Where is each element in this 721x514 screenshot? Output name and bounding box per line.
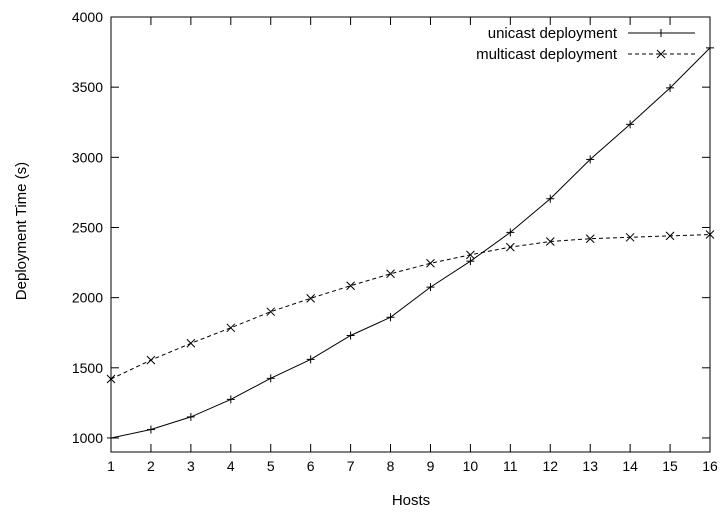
x-tick-label-9: 10 <box>463 458 479 474</box>
series-1-point-5-d2 <box>306 293 316 303</box>
legend-label-1: multicast deployment <box>476 46 618 63</box>
y-tick-label-0: 1000 <box>72 430 103 446</box>
series-0-point-11 <box>546 194 555 203</box>
series-1-point-14 <box>665 231 675 241</box>
series-1-point-10-d2 <box>505 242 515 252</box>
x-tick-label-3: 4 <box>227 458 235 474</box>
series-1-point-15 <box>705 230 715 239</box>
series-0-point-5 <box>306 355 315 364</box>
x-tick-label-13: 14 <box>622 458 638 474</box>
series-1-point-15-d2 <box>705 230 715 239</box>
series-1-point-6-d2 <box>346 281 355 291</box>
series-0-point-9 <box>466 257 475 266</box>
x-tick-label-5: 6 <box>307 458 315 474</box>
series-1-point-11 <box>545 237 555 246</box>
series-1-line <box>110 234 711 380</box>
series-layer <box>106 43 715 442</box>
series-0-point-2 <box>186 412 195 421</box>
y-tick-label-6: 4000 <box>72 9 103 25</box>
x-tick-label-1: 2 <box>147 458 155 474</box>
series-0-point-7 <box>386 313 395 322</box>
series-0-point-15 <box>706 43 714 52</box>
x-tick-label-14: 15 <box>662 458 678 474</box>
series-0-point-12 <box>586 155 595 164</box>
series-0-point-8 <box>426 283 435 292</box>
series-0-line <box>110 47 711 439</box>
series-1-point-1-d2 <box>146 355 156 365</box>
x-axis-title: Hosts <box>392 492 430 509</box>
x-tick-label-8: 9 <box>427 458 435 474</box>
x-tick-label-10: 11 <box>503 458 518 474</box>
series-1-point-3-d2 <box>226 323 236 333</box>
y-tick-label-3: 2500 <box>72 219 103 235</box>
series-1-point-9 <box>466 250 475 260</box>
series-1-point-12-d2 <box>585 234 595 244</box>
x-tick-label-4: 5 <box>267 458 275 474</box>
legend-marker-1-d2 <box>656 49 666 59</box>
series-0-point-13 <box>626 120 635 129</box>
series-0-point-4 <box>266 374 275 383</box>
series-1-point-4 <box>266 307 276 317</box>
series-1-point-11-d2 <box>545 237 555 246</box>
series-0-point-0 <box>107 433 115 442</box>
x-tick-label-15: 16 <box>702 458 718 474</box>
x-tick-label-0: 1 <box>107 458 115 474</box>
series-0-point-6 <box>346 331 355 340</box>
series-1-point-8-d2 <box>426 258 435 268</box>
x-tick-label-7: 8 <box>387 458 395 474</box>
x-tick-label-11: 12 <box>542 458 558 474</box>
series-1-point-1 <box>146 355 156 365</box>
series-1-point-4-d2 <box>266 307 276 317</box>
x-tick-label-6: 7 <box>347 458 355 474</box>
x-tick-label-12: 13 <box>582 458 598 474</box>
x-tick-label-2: 3 <box>187 458 195 474</box>
series-0-point-3 <box>226 395 235 404</box>
series-1-point-6 <box>346 281 355 291</box>
y-tick-label-2: 2000 <box>72 290 103 306</box>
series-1-point-0 <box>106 374 116 384</box>
series-1-point-12 <box>585 234 595 244</box>
series-1-point-3 <box>226 323 236 333</box>
y-tick-label-5: 3500 <box>72 79 103 95</box>
series-1-point-2-d2 <box>186 338 196 348</box>
y-tick-label-1: 1500 <box>72 360 103 376</box>
series-1-point-5 <box>306 293 316 303</box>
series-1-point-14-d2 <box>665 231 675 241</box>
series-0-point-14 <box>666 83 675 92</box>
legend-marker-0 <box>657 29 665 37</box>
legend-label-0: unicast deployment <box>488 25 618 42</box>
series-1-point-13-d2 <box>625 232 635 242</box>
series-1-point-13 <box>625 232 635 242</box>
legend: unicast deployment multicast deployment <box>476 25 695 63</box>
legend-marker-1 <box>656 49 666 59</box>
series-1-point-7-d2 <box>386 269 395 279</box>
y-tick-label-4: 3000 <box>72 149 103 165</box>
series-1-point-8 <box>426 258 435 268</box>
series-1-point-2 <box>186 338 196 348</box>
y-axis-title: Deployment Time (s) <box>13 162 30 300</box>
series-1-point-7 <box>386 269 395 279</box>
series-0-point-1 <box>146 425 155 434</box>
series-0-point-10 <box>506 228 515 237</box>
series-1-point-10 <box>505 242 515 252</box>
series-1-point-0-d2 <box>106 374 116 384</box>
series-1-point-9-d2 <box>466 250 475 260</box>
plot-frame <box>110 16 711 453</box>
